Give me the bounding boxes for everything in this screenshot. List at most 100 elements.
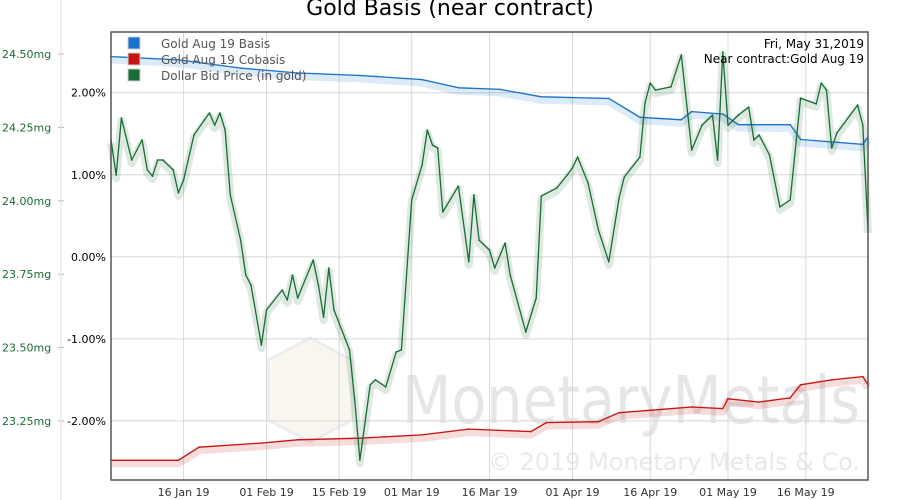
series-0 [110,55,872,152]
legend-swatch [127,68,141,82]
data-point [296,72,299,74]
data-point [359,459,361,461]
data-point [359,74,361,77]
series-2 [107,51,872,467]
data-point [711,114,714,116]
data-point [556,187,558,189]
data-point [115,174,117,176]
y-tick-label-mg: 24.50mg [2,48,51,61]
data-point [369,384,372,386]
annotation-text: Near contract:Gold Aug 19 [704,52,864,66]
data-point [219,112,221,114]
data-point [426,129,429,131]
data-point [239,67,242,69]
data-point [789,123,792,126]
data-point [177,59,180,61]
data-point [768,154,771,156]
data-point [333,309,335,311]
data-point [146,169,149,171]
data-point [250,284,252,286]
data-point [260,344,263,346]
data-point [758,401,760,403]
y-tick-label-mg: 23.75mg [2,268,51,281]
data-point [296,297,299,299]
data-point [820,82,823,84]
data-point [789,199,792,201]
data-point [737,123,740,126]
data-point [478,239,480,241]
data-point [649,82,652,84]
data-point [177,192,180,194]
data-point [229,194,232,196]
data-point [639,156,641,158]
data-point [177,459,180,462]
data-point [654,89,657,91]
data-point [680,54,683,56]
y-tick-label-mg: 23.25mg [2,415,51,428]
x-tick-label: 01 Feb 19 [239,486,293,499]
x-tick-label: 16 Apr 19 [623,486,677,499]
data-point [545,421,548,424]
data-point [457,185,460,187]
x-tick-label: 16 Mar 19 [462,486,518,499]
data-point [722,51,724,53]
data-point [779,206,781,208]
data-point [597,229,600,231]
x-tick-label: 16 May 19 [777,486,835,499]
data-point [286,299,289,301]
data-point [493,267,496,269]
y-tick-label-percent: 2.00% [71,87,106,100]
data-point [789,397,792,399]
data-point [182,179,185,181]
data-point [836,132,838,134]
data-point [799,97,802,99]
data-point [722,407,724,410]
y-tick-label-mg: 23.50mg [2,342,51,355]
data-point [618,411,620,414]
data-point [747,106,750,108]
legend-swatch [127,36,141,50]
y-tick-label-percent: 1.00% [71,169,106,182]
data-point [815,103,817,105]
data-point [690,406,693,408]
data-point [862,124,864,126]
x-tick-label: 15 Feb 19 [312,486,366,499]
data-point [162,159,164,161]
data-point [296,438,299,441]
data-point [353,399,356,401]
data-point [400,349,403,351]
data-point [193,134,195,136]
series-line [111,375,869,461]
legend-label: Gold Aug 19 Basis [161,37,270,51]
data-point [385,386,387,388]
data-point [737,114,740,116]
data-point [509,274,512,276]
data-point [618,197,620,199]
data-point [753,139,755,141]
data-point [576,156,579,158]
data-point [291,274,294,276]
legend-label: Dollar Bid Price (in gold) [161,69,306,83]
data-point [670,86,672,88]
data-point [473,194,475,196]
watermark-logo-text: MonetaryMetals [402,362,860,439]
data-point [540,195,543,197]
series-shadow [110,55,872,152]
data-point [690,149,693,151]
data-point [607,97,610,100]
data-point [727,397,729,400]
chart-title: Gold Basis (near contract) [306,0,594,21]
data-point [701,124,703,126]
legend-swatch [127,52,141,66]
data-point [825,89,828,91]
data-point [587,182,589,184]
x-tick-label: 16 Jan 19 [158,486,210,499]
data-point [348,349,351,351]
data-point [410,199,413,201]
data-point [141,139,143,141]
data-point [156,159,159,161]
data-point [421,78,423,81]
data-point [317,284,320,286]
data-point [374,379,377,381]
